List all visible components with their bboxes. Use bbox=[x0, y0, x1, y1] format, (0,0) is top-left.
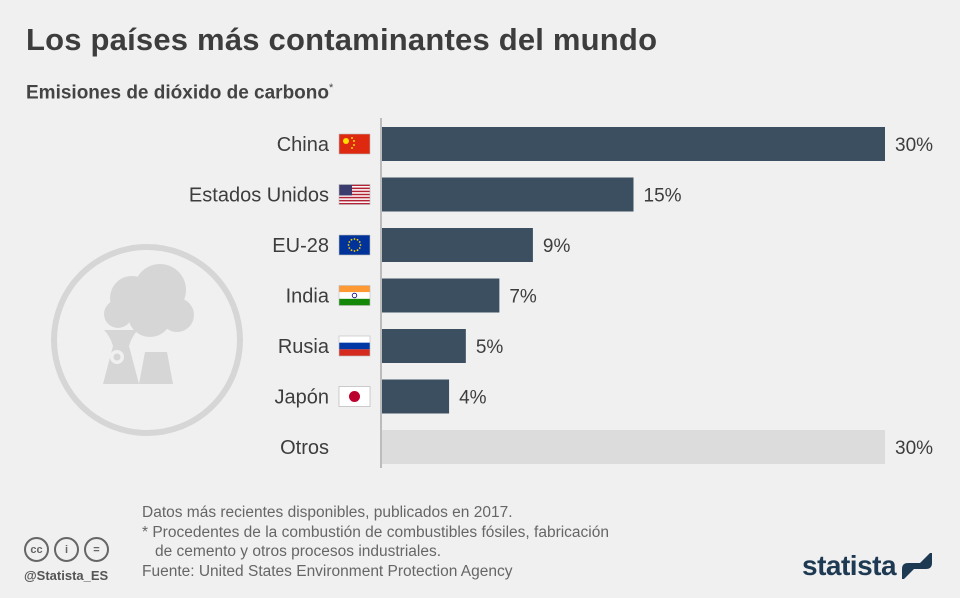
license-icons: cc i = bbox=[24, 537, 109, 562]
twitter-handle[interactable]: @Statista_ES bbox=[24, 568, 109, 583]
bar-estados-unidos[interactable] bbox=[382, 177, 634, 212]
attribution-icon[interactable]: i bbox=[54, 537, 79, 562]
note-line-1: Datos más recientes disponibles, publica… bbox=[142, 504, 513, 521]
statista-mark-icon bbox=[902, 553, 933, 579]
value-label: 30% bbox=[895, 135, 933, 156]
usa-flag-icon bbox=[338, 184, 371, 205]
value-label: 4% bbox=[459, 388, 487, 409]
bar-japón[interactable] bbox=[382, 379, 450, 414]
category-label: Rusia bbox=[278, 336, 330, 358]
category-label: Japón bbox=[275, 387, 330, 409]
bar-eu-28[interactable] bbox=[382, 228, 533, 262]
value-label: 5% bbox=[476, 337, 504, 358]
category-label: Otros bbox=[280, 437, 329, 459]
chart-title: Los países más contaminantes del mundo bbox=[26, 22, 658, 57]
russia-flag-icon bbox=[338, 335, 371, 357]
category-label: India bbox=[286, 286, 330, 308]
chart-notes: Datos más recientes disponibles, publica… bbox=[142, 503, 609, 581]
china-flag-icon bbox=[338, 133, 371, 155]
factory-illustration bbox=[51, 244, 243, 436]
bar-otros[interactable] bbox=[382, 430, 885, 464]
category-label: EU-28 bbox=[272, 235, 329, 257]
bar-india[interactable] bbox=[382, 278, 500, 313]
note-line-2: * Procedentes de la combustión de combus… bbox=[142, 523, 609, 541]
subtitle-text: Emisiones de dióxido de carbono bbox=[26, 82, 329, 104]
value-label: 15% bbox=[644, 186, 682, 207]
category-label: China bbox=[277, 134, 330, 156]
subtitle-footnote-mark: * bbox=[329, 82, 334, 94]
source-note: Fuente: United States Environment Protec… bbox=[142, 562, 513, 580]
value-label: 30% bbox=[895, 438, 933, 459]
chart-subtitle: Emisiones de dióxido de carbono* bbox=[26, 82, 333, 104]
brand-name: statista bbox=[802, 550, 897, 581]
cc-icon[interactable]: cc bbox=[24, 537, 49, 562]
india-flag-icon bbox=[338, 285, 371, 306]
value-label: 7% bbox=[509, 287, 537, 308]
category-label: Estados Unidos bbox=[189, 185, 329, 207]
bar-china[interactable] bbox=[382, 127, 885, 161]
no-derivatives-icon[interactable]: = bbox=[84, 537, 109, 562]
value-label: 9% bbox=[543, 236, 571, 257]
bar-rusia[interactable] bbox=[382, 329, 466, 363]
statista-logo[interactable]: statista bbox=[802, 550, 933, 582]
eu-flag-icon bbox=[338, 234, 371, 256]
japan-flag-icon bbox=[338, 386, 371, 407]
note-line-3: de cemento y otros procesos industriales… bbox=[155, 543, 442, 560]
